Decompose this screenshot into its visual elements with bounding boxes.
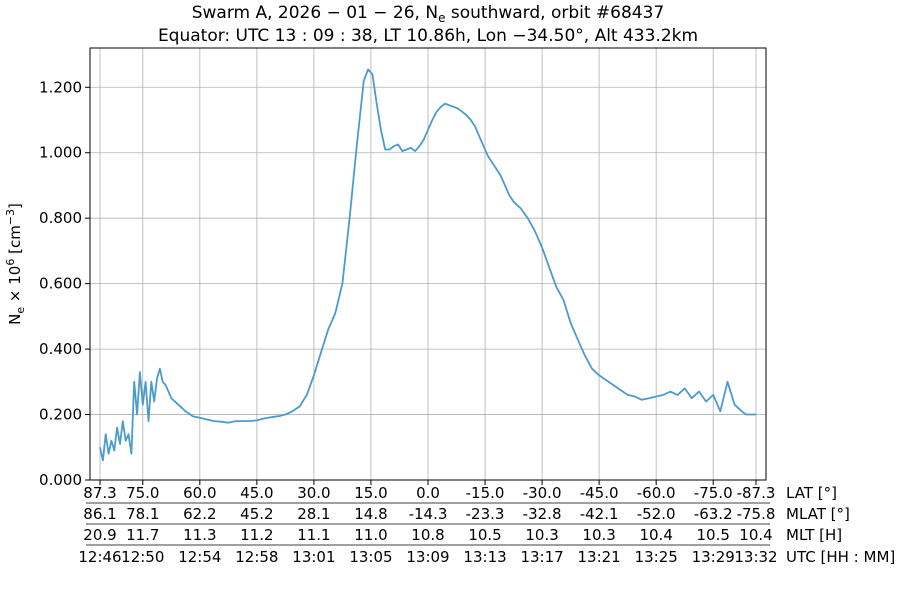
x-row-caption: LAT [°]: [786, 484, 837, 502]
y-tick-label: 0.200: [39, 406, 82, 424]
y-tick-label: 1.000: [39, 144, 82, 162]
x-tick-label: 30.0: [297, 484, 330, 502]
x-tick-label: 13:17: [520, 548, 563, 566]
x-tick-label: 45.2: [240, 505, 273, 523]
y-tick-label: 0.000: [39, 471, 82, 489]
grid: [90, 48, 766, 481]
series-layer: [99, 68, 756, 462]
x-tick-label: 75.0: [126, 484, 159, 502]
ne-series-line: [99, 68, 756, 462]
x-tick-label: 10.3: [525, 526, 558, 544]
x-tick-label: -23.3: [466, 505, 505, 523]
x-row-caption: UTC [HH : MM]: [786, 548, 895, 566]
x-tick-label: 11.1: [297, 526, 330, 544]
x-tick-label: -30.0: [523, 484, 562, 502]
x-tick-label: 13:13: [463, 548, 506, 566]
y-tick-label: 0.400: [39, 340, 82, 358]
x-tick-label: -75.8: [737, 505, 776, 523]
x-tick-label: -32.8: [523, 505, 562, 523]
x-tick-label: 13:21: [578, 548, 621, 566]
x-tick-label: -14.3: [409, 505, 448, 523]
x-tick-label: 15.0: [354, 484, 387, 502]
x-row-caption: MLT [H]: [786, 526, 842, 544]
x-tick-label: 10.8: [411, 526, 444, 544]
x-tick-label: 11.3: [183, 526, 216, 544]
x-tick-label: 13:29: [692, 548, 735, 566]
x-tick-label: 10.4: [739, 526, 772, 544]
x-tick-label: 12:46: [78, 548, 121, 566]
x-tick-label: 11.7: [126, 526, 159, 544]
x-tick-label: 87.3: [83, 484, 116, 502]
x-tick-label: 20.9: [83, 526, 116, 544]
y-tick-label: 0.600: [39, 275, 82, 293]
x-tick-label: 10.5: [697, 526, 730, 544]
y-tick-label: 1.200: [39, 78, 82, 96]
x-tick-label: 12:54: [178, 548, 221, 566]
x-tick-label: 28.1: [297, 505, 330, 523]
x-tick-label: -87.3: [737, 484, 776, 502]
x-row-caption: MLAT [°]: [786, 505, 850, 523]
x-tick-label: 10.4: [639, 526, 672, 544]
x-tick-label: 78.1: [126, 505, 159, 523]
x-tick-label: -45.0: [580, 484, 619, 502]
x-tick-label: 10.3: [582, 526, 615, 544]
x-tick-label: 62.2: [183, 505, 216, 523]
x-tick-label: 11.2: [240, 526, 273, 544]
x-tick-label: 11.0: [354, 526, 387, 544]
x-tick-label: 13:09: [406, 548, 449, 566]
x-tick-label: 0.0: [416, 484, 440, 502]
x-tick-label: 86.1: [83, 505, 116, 523]
y-tick-label: 0.800: [39, 209, 82, 227]
x-tick-label: 14.8: [354, 505, 387, 523]
x-tick-label: -15.0: [466, 484, 505, 502]
x-axis: 87.3 86.1 20.9 12:46 75.0 78.1 11.7 12:50 60.0 62…: [78, 480, 895, 566]
x-tick-label: -52.0: [637, 505, 676, 523]
x-tick-label: -63.2: [694, 505, 733, 523]
x-tick-label: 13:05: [349, 548, 392, 566]
x-tick-label: 45.0: [240, 484, 273, 502]
x-tick-label: -60.0: [637, 484, 676, 502]
x-tick-label: 10.5: [468, 526, 501, 544]
y-axis-label: Ne × 106 [cm−3]: [4, 203, 27, 325]
chart-title-line2: Equator: UTC 13 : 09 : 38, LT 10.86h, Lo…: [158, 26, 698, 46]
x-tick-label: 60.0: [183, 484, 216, 502]
x-tick-label: -42.1: [580, 505, 619, 523]
plot-frame: [89, 47, 767, 481]
x-tick-label: 13:01: [292, 548, 335, 566]
x-tick-label: -75.0: [694, 484, 733, 502]
y-axis: 0.000 0.200 0.400 0.600 0.800 1.000 1.200: [39, 78, 90, 489]
x-tick-label: 13:25: [635, 548, 678, 566]
chart-title-line1: Swarm A, 2026 − 01 − 26, Ne southward, o…: [192, 3, 665, 25]
x-tick-label: 13:32: [734, 548, 777, 566]
x-tick-label: 12:58: [235, 548, 278, 566]
x-tick-label: 12:50: [121, 548, 164, 566]
